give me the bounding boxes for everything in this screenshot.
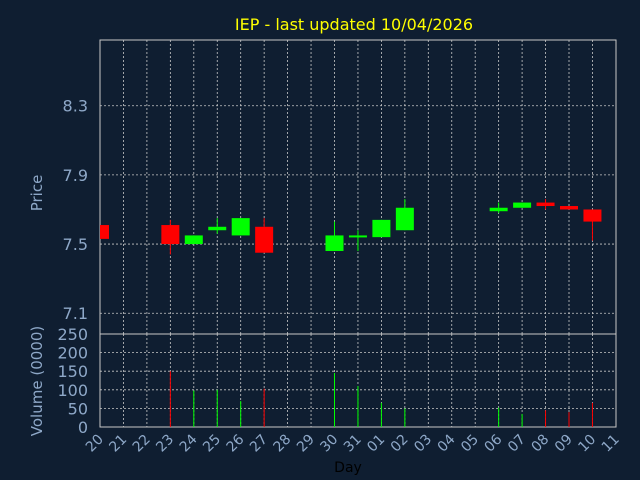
candle-body <box>325 235 344 251</box>
volume-tick-label: 150 <box>57 362 88 381</box>
volume-tick-label: 250 <box>57 325 88 344</box>
candle-body <box>513 202 532 208</box>
volume-tick-label: 200 <box>57 344 88 363</box>
chart-title: IEP - last updated 10/04/2026 <box>235 15 473 34</box>
candle-body <box>560 206 578 210</box>
x-axis-label: Day <box>334 460 362 476</box>
candle-body <box>348 235 367 238</box>
candle-body <box>208 226 227 231</box>
volume-axis-label: Volume (0000) <box>28 326 46 436</box>
candles <box>100 199 602 255</box>
candle-body <box>100 225 109 239</box>
price-panel: 7.1 7.5 7.9 8.3 <box>63 39 617 335</box>
price-tick-label: 7.5 <box>63 235 88 254</box>
volume-tick-label: 100 <box>57 381 88 400</box>
candle-body <box>161 225 180 245</box>
candle-body <box>536 202 555 207</box>
candle-body <box>255 226 274 253</box>
candle-body <box>231 218 250 236</box>
x-axis: 20 21 22 23 24 25 26 27 28 29 30 31 01 02 03 04 05 06 07 08… <box>83 431 623 455</box>
candle-body <box>489 207 508 212</box>
candle-body <box>395 207 414 231</box>
volume-tick-label: 50 <box>68 399 88 418</box>
volume-tick-label: 0 <box>78 418 88 437</box>
price-axis-label: Price <box>28 175 46 212</box>
candle-body <box>184 235 203 245</box>
price-tick-label: 7.9 <box>63 166 88 185</box>
price-tick-label: 7.1 <box>63 304 88 323</box>
price-tick-label: 8.3 <box>63 97 88 116</box>
candle-body <box>372 219 391 238</box>
candle-body <box>583 209 602 222</box>
